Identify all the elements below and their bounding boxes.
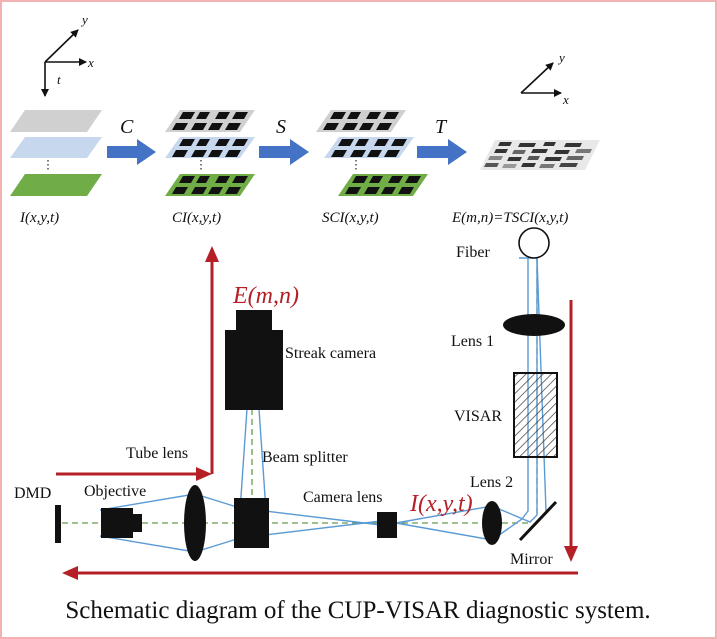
- stage-ci-frames: [165, 110, 255, 196]
- camera-lens-icon: [377, 512, 397, 538]
- objective-tip: [133, 514, 142, 532]
- objective-body: [101, 508, 133, 538]
- label-fiber: Fiber: [456, 244, 490, 261]
- axis-label-t: t: [57, 72, 61, 87]
- mirror-icon: [518, 500, 558, 542]
- lens2-icon: [482, 501, 502, 545]
- stage-labels: I(x,y,t) CI(x,y,t) SCI(x,y,t) E(m,n)=TSC…: [19, 210, 568, 226]
- label-sci: SCI(x,y,t): [322, 210, 379, 226]
- label-visar: VISAR: [454, 408, 502, 425]
- label-tube-lens: Tube lens: [126, 445, 188, 462]
- stage-sci-frames: [316, 110, 428, 196]
- operator-t: T: [435, 116, 448, 138]
- signal-e-mn: E(m,n): [232, 283, 299, 309]
- operator-c: C: [120, 116, 134, 138]
- label-beam-splitter: Beam splitter: [262, 449, 348, 466]
- axis-label-y2: y: [557, 50, 565, 65]
- label-mirror: Mirror: [510, 551, 553, 568]
- operator-arrows: C S T: [107, 116, 467, 165]
- components: Fiber Lens 1 VISAR Lens 2 Mirror Streak …: [14, 227, 565, 568]
- fiber-icon: [518, 227, 550, 259]
- label-lens2: Lens 2: [470, 474, 513, 491]
- red-flow-arrows: [56, 246, 578, 580]
- arrow-s: [259, 139, 309, 165]
- axes-top-right: y x: [520, 50, 569, 107]
- streak-camera-body: [225, 330, 283, 410]
- arrow-c: [107, 139, 156, 165]
- visar-block: [513, 372, 558, 458]
- axes-top-left: y x t: [41, 12, 94, 97]
- stage-original-frames: [10, 110, 102, 196]
- figure-caption: Schematic diagram of the CUP-VISAR diagn…: [65, 597, 650, 624]
- mask-pattern-sci: [323, 112, 421, 194]
- label-i: I(x,y,t): [19, 210, 59, 226]
- axis-label-y: y: [80, 12, 88, 27]
- arrow-t: [417, 139, 467, 165]
- label-lens1: Lens 1: [451, 333, 494, 350]
- label-dmd: DMD: [14, 485, 51, 502]
- light-rays: [99, 257, 547, 553]
- label-objective: Objective: [84, 483, 146, 500]
- operator-s: S: [276, 116, 286, 138]
- dmd-icon: [55, 505, 61, 543]
- axis-label-x: x: [87, 55, 94, 70]
- streak-camera-top: [236, 310, 272, 330]
- lens1-icon: [503, 314, 565, 336]
- axis-label-x2: x: [562, 92, 569, 107]
- stage-integrated-image: [480, 140, 600, 170]
- beam-splitter-block: [234, 498, 269, 548]
- tube-lens-icon: [184, 485, 206, 561]
- signal-i-xyt: I(x,y,t): [409, 491, 473, 517]
- label-camera-lens: Camera lens: [303, 489, 383, 506]
- label-streak-camera: Streak camera: [285, 345, 376, 362]
- label-ci: CI(x,y,t): [172, 210, 221, 226]
- label-e: E(m,n)=TSCI(x,y,t): [451, 210, 568, 226]
- mask-pattern-ci: [172, 112, 248, 194]
